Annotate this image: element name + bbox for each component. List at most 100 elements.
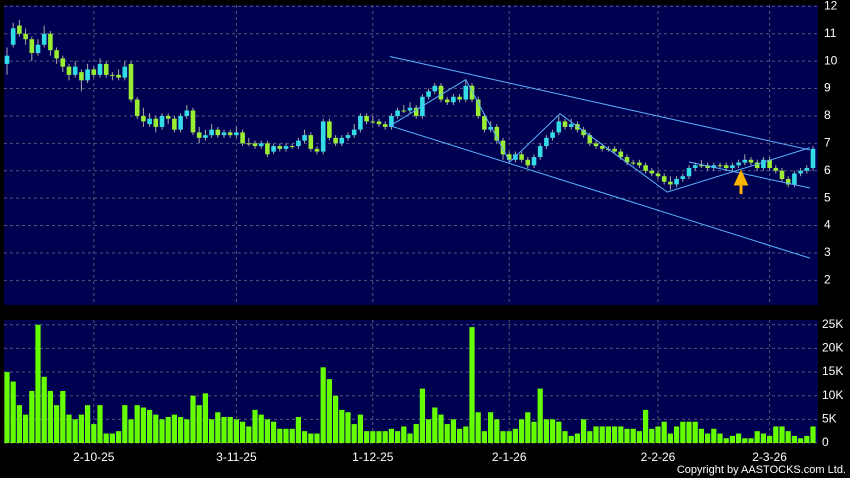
volume-bar <box>624 428 630 443</box>
volume-bar <box>215 412 221 443</box>
volume-bar <box>314 433 320 443</box>
volume-bar <box>395 431 401 443</box>
volume-bar <box>519 419 525 443</box>
volume-bar <box>500 431 506 443</box>
x-tick-label: 2-2-26 <box>641 450 676 464</box>
candle-body <box>184 110 190 116</box>
volume-bar <box>320 367 326 443</box>
candle-body <box>637 162 642 166</box>
candle-body <box>810 148 816 169</box>
volume-bar <box>388 428 394 443</box>
candle-body <box>110 74 115 76</box>
volume-bar <box>97 405 103 443</box>
volume-bar <box>605 426 611 443</box>
volume-bar <box>798 438 804 443</box>
candle-body <box>506 154 512 160</box>
candle-body <box>122 66 128 78</box>
volume-bar <box>60 390 66 443</box>
candle-body <box>48 33 53 51</box>
candle-body <box>413 107 419 116</box>
volume-bar <box>810 426 816 443</box>
volume-bar <box>550 419 556 443</box>
y-tick-label: 11 <box>824 26 837 40</box>
candle-body <box>736 162 741 166</box>
volume-bar <box>283 428 289 443</box>
candle-body <box>246 143 252 145</box>
x-tick-label: 2-3-26 <box>752 450 787 464</box>
candle-body <box>773 168 779 171</box>
candle-body <box>72 66 78 75</box>
candle-body <box>643 165 648 171</box>
candle-body <box>475 99 481 116</box>
candle-body <box>277 146 283 149</box>
x-tick-label: 2-1-26 <box>492 450 527 464</box>
volume-bar <box>326 379 332 443</box>
volume-bar <box>618 426 624 443</box>
volume-bar <box>240 421 246 443</box>
candle-body <box>482 115 487 130</box>
volume-bar <box>29 390 35 443</box>
volume-bar <box>147 409 153 443</box>
candle-body <box>661 176 667 182</box>
candle-body <box>562 121 568 127</box>
candle-body <box>469 85 475 100</box>
y-tick-label: 5K <box>822 412 837 426</box>
candle-body <box>296 140 301 147</box>
candle-body <box>649 170 655 174</box>
volume-bar <box>364 431 370 443</box>
candle-body <box>537 146 543 158</box>
volume-bar <box>382 431 388 443</box>
candle-body <box>271 146 276 152</box>
candle-body <box>531 157 537 166</box>
candle-body <box>686 168 692 177</box>
candle-body <box>209 129 214 136</box>
candle-body <box>550 132 555 138</box>
volume-bar <box>438 414 444 443</box>
candle-body <box>407 107 413 111</box>
volume-bar <box>469 327 475 443</box>
candle-body <box>767 159 772 169</box>
volume-bar <box>531 421 537 443</box>
trendline <box>688 161 811 189</box>
volume-bar <box>574 433 580 443</box>
candle-body <box>196 132 202 138</box>
candle-body <box>91 69 97 75</box>
volume-bar <box>351 424 357 443</box>
volume-bar <box>202 393 208 443</box>
candle-body <box>376 121 382 125</box>
volume-bar <box>717 433 723 443</box>
candle-body <box>730 165 735 169</box>
candle-body <box>29 39 35 53</box>
candle-body <box>320 121 326 152</box>
volume-bar <box>308 433 314 443</box>
candle-body <box>692 165 698 169</box>
volume-bar <box>122 405 128 443</box>
candle-body <box>227 132 233 136</box>
volume-bar <box>525 412 531 443</box>
candle-body <box>389 115 394 127</box>
candle-body <box>519 154 524 160</box>
candle-body <box>283 146 289 149</box>
candle-body <box>612 148 617 152</box>
volume-bar <box>419 388 425 443</box>
volume-bar <box>221 416 227 443</box>
y-tick-label: 20K <box>822 341 843 355</box>
candle-body <box>438 85 444 100</box>
candle-body <box>463 85 469 100</box>
candle-body <box>395 110 400 116</box>
x-tick-label: 3-11-25 <box>216 450 257 464</box>
volume-bar <box>711 428 717 443</box>
volume-bar <box>339 409 345 443</box>
candle-body <box>165 115 171 119</box>
candle-body <box>674 178 679 185</box>
volume-bar <box>475 412 481 443</box>
volume-bar <box>258 414 264 443</box>
volume-bar <box>401 426 407 443</box>
volume-bar <box>599 426 605 443</box>
volume-bar <box>537 388 543 443</box>
candle-body <box>705 165 710 169</box>
volume-bar <box>432 407 438 443</box>
volume-bar <box>649 428 655 443</box>
volume-bar <box>109 433 115 443</box>
volume-bar <box>35 324 41 443</box>
